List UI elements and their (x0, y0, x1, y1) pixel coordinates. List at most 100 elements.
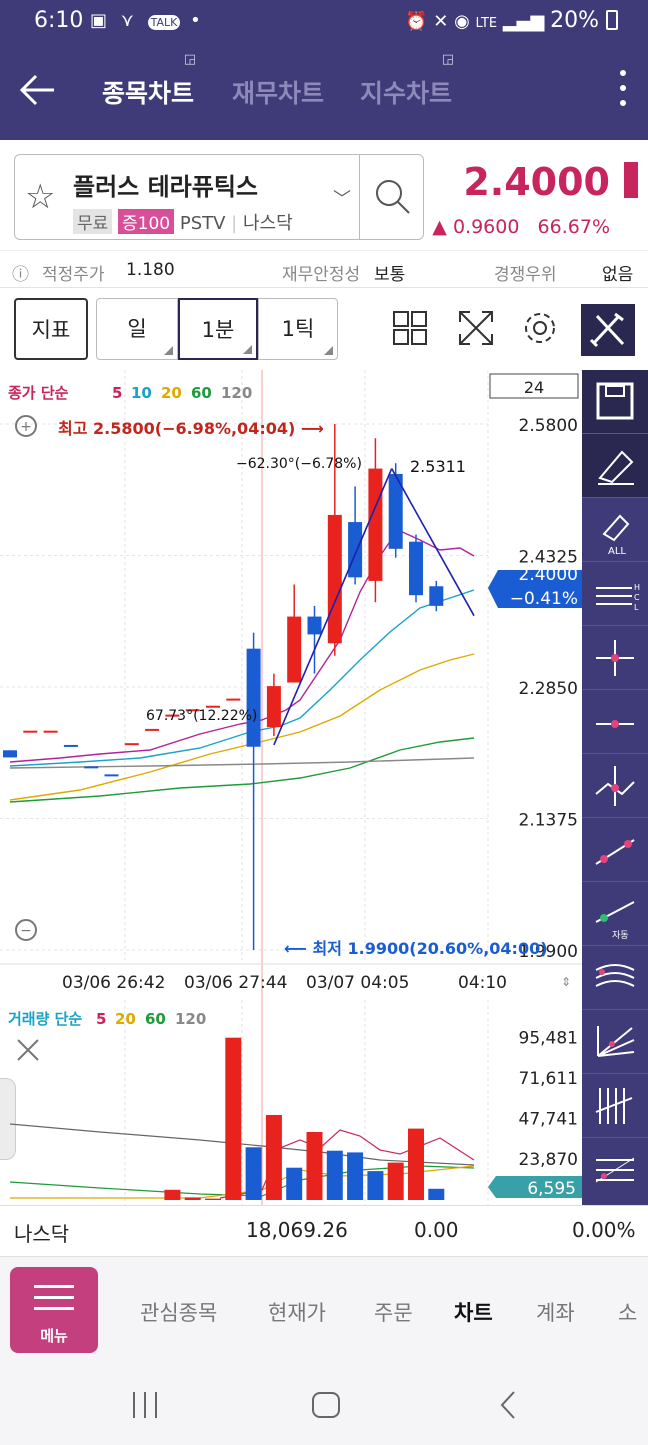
cycle-line-icon[interactable] (582, 1074, 648, 1138)
y-tick-label: 2.5800 (519, 416, 578, 436)
tools-icon (589, 312, 625, 348)
scroll-arrows-icon: ⇕ (561, 975, 571, 989)
angle-annotation-up: 67.73°(12.22%) (146, 708, 257, 724)
volume-bar (347, 1152, 364, 1200)
period-day-button[interactable]: 일 (96, 298, 178, 360)
chart-toolbar: 지표 일 1분 1틱 (0, 288, 648, 370)
volume-bar (387, 1162, 404, 1200)
erase-all-icon[interactable]: ALL (582, 498, 648, 562)
volume-legend-period: 20 (115, 1010, 136, 1028)
peak-value-annotation: 2.5311 (410, 457, 466, 476)
legend-title: 종가 단순 (8, 384, 69, 402)
fibonacci-icon[interactable] (582, 1138, 648, 1202)
candle-body (307, 616, 322, 635)
price-bar-icon (624, 162, 638, 198)
speed-line-icon[interactable] (582, 1010, 648, 1074)
svg-text:L: L (634, 603, 639, 612)
home-icon[interactable] (310, 1390, 342, 1420)
current-price-value: 2.4000 (519, 565, 578, 585)
legend-period: 5 (112, 384, 122, 402)
competition-value: 없음 (602, 265, 634, 285)
stock-name: 플러스 테라퓨틱스 (73, 173, 258, 201)
volume-bar (225, 1037, 242, 1200)
volume-bar (367, 1171, 384, 1200)
chevron-down-icon[interactable]: ﹀ (333, 189, 351, 210)
ma-line-4 (9, 757, 475, 769)
x-tick-label: 03/06 26:42 (62, 973, 165, 993)
stock-selector[interactable]: ☆ 플러스 테라퓨틱스 무료 증100 PSTV | 나스닥 ﹀ (14, 154, 424, 240)
bottom-navigation: 메뉴 관심종목 현재가 주문 차트 계좌 소 (0, 1256, 648, 1364)
candle-body (43, 730, 58, 733)
fullscreen-icon[interactable] (456, 308, 496, 348)
volume-ma-120 (9, 1123, 475, 1166)
margin-badge: 증100 (118, 209, 175, 234)
volume-tick-label: 71,611 (519, 1069, 578, 1089)
trend-line-icon[interactable] (582, 818, 648, 882)
tab-badge-icon: ◲ (441, 52, 455, 67)
tab-stock-chart[interactable]: 종목차트 ◲ (102, 52, 197, 108)
period-1tick-button[interactable]: 1틱 (258, 298, 338, 360)
back-icon[interactable] (496, 1390, 520, 1420)
nav-order[interactable]: 주문 (374, 1301, 413, 1325)
current-volume-tag (488, 1176, 582, 1198)
free-badge: 무료 (73, 209, 113, 234)
candle-body (206, 705, 220, 708)
back-arrow-icon[interactable] (18, 72, 58, 108)
fan-line-icon[interactable] (582, 946, 648, 1010)
nav-current-price[interactable]: 현재가 (268, 1301, 326, 1325)
ma-line-2 (9, 653, 475, 801)
y-tick-label: 2.2850 (519, 679, 578, 699)
layout-grid-icon[interactable] (390, 308, 430, 348)
settings-gear-icon[interactable] (520, 308, 560, 348)
stock-ticker: PSTV (179, 213, 226, 234)
close-pane-icon (17, 1039, 39, 1061)
tab-index-chart[interactable]: 지수차트 ◲ (360, 52, 455, 108)
volume-bar (184, 1197, 201, 1200)
search-icon[interactable] (373, 177, 413, 217)
volume-tick-label: 23,870 (519, 1150, 578, 1170)
tab-badge-icon: ◲ (183, 52, 197, 67)
vertical-line-icon[interactable] (582, 754, 648, 818)
drawing-tools-button[interactable] (581, 304, 635, 356)
nav-watchlist[interactable]: 관심종목 (140, 1301, 218, 1325)
svg-text:ALL: ALL (608, 546, 626, 557)
candle-body (348, 522, 363, 578)
nav-chart[interactable]: 차트 (454, 1301, 493, 1325)
battery-icon (606, 10, 618, 30)
crosshair-line-icon[interactable] (582, 626, 648, 690)
help-icon[interactable]: ⓘ (12, 265, 29, 285)
candle-body (409, 541, 423, 596)
zoom-in-symbol: + (20, 419, 32, 435)
auto-trend-icon[interactable]: 자동 (582, 882, 648, 946)
y-tick-label: 2.1375 (519, 811, 578, 831)
candle-body (429, 586, 444, 606)
svg-text:H: H (634, 583, 640, 592)
price-change: ▲ 0.9600 66.67% (432, 216, 610, 238)
volume-chart[interactable]: 거래량 단순 5 20 60 120 95,481 71,611 47,741 23,870 6,… (0, 1000, 582, 1205)
current-price: 2.4000 (463, 160, 610, 204)
tab-financial-chart[interactable]: 재무차트 (232, 79, 325, 108)
candle-body (63, 744, 78, 747)
more-menu-icon[interactable] (620, 70, 628, 110)
recent-apps-icon[interactable] (130, 1390, 160, 1420)
legend-period: 10 (131, 384, 152, 402)
price-chart[interactable]: 2.5800 2.4325 2.2850 2.1375 1.9900 종가 단순 5 10 20… (0, 370, 582, 1000)
menu-button[interactable]: 메뉴 (10, 1267, 98, 1353)
volume-bar (326, 1150, 343, 1200)
candle-body (246, 648, 261, 747)
eraser-icon[interactable] (582, 434, 648, 498)
volume-bar (306, 1132, 323, 1200)
save-icon[interactable] (582, 370, 648, 434)
nav-more[interactable]: 소 (618, 1301, 638, 1325)
nav-account[interactable]: 계좌 (536, 1301, 575, 1325)
period-1min-button[interactable]: 1분 (178, 298, 258, 360)
candle-body (3, 750, 17, 758)
favorite-star-icon[interactable]: ☆ (25, 177, 56, 217)
volume-bar (428, 1188, 445, 1200)
horizontal-line-icon[interactable] (582, 690, 648, 754)
period-box-value: 24 (524, 378, 544, 397)
drawer-handle[interactable] (0, 1078, 16, 1160)
indicator-button[interactable]: 지표 (14, 298, 88, 360)
zoom-in-icon (15, 415, 37, 437)
